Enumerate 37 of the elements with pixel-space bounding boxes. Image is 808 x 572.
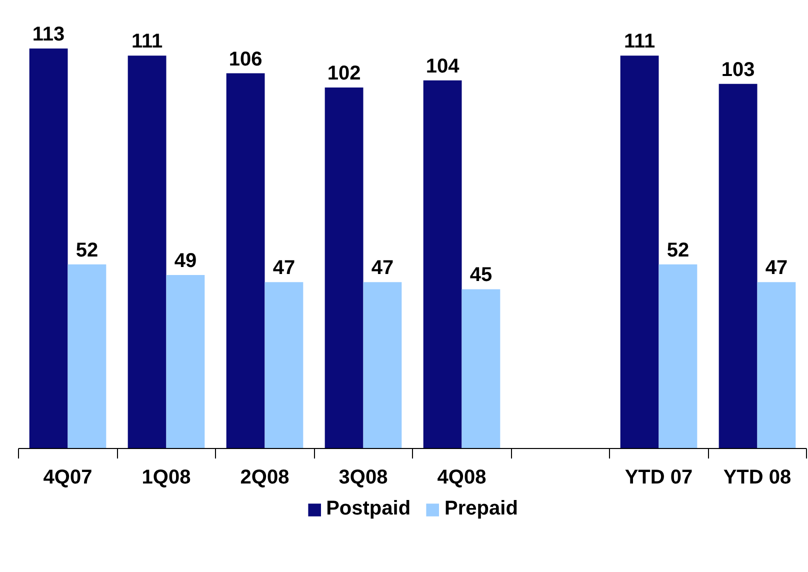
data-label: 52	[76, 239, 98, 262]
legend-label: Postpaid	[326, 498, 411, 520]
bar	[423, 80, 462, 448]
bar	[324, 87, 364, 448]
data-label: 45	[470, 264, 492, 286]
x-tick-label: 1Q08	[142, 466, 191, 488]
x-tick-label: 2Q08	[240, 466, 290, 488]
data-label: 47	[371, 257, 394, 280]
bar	[264, 282, 304, 448]
bar	[620, 56, 659, 448]
x-tick-label: 3Q08	[338, 466, 388, 488]
data-label: 102	[327, 62, 361, 84]
data-label: 113	[32, 24, 65, 46]
bar	[68, 264, 106, 448]
bar	[166, 275, 205, 448]
bar	[658, 264, 698, 448]
bar	[757, 282, 796, 448]
x-tick-label: YTD 08	[723, 466, 792, 488]
data-label: 47	[272, 257, 296, 280]
data-label: 111	[624, 30, 656, 53]
data-label: 52	[666, 239, 690, 262]
x-tick-label: YTD 07	[624, 466, 693, 488]
bar	[462, 289, 500, 448]
data-label: 111	[131, 30, 163, 53]
data-label: 103	[721, 58, 755, 81]
bar	[718, 84, 758, 448]
legend-label: Prepaid	[444, 498, 518, 520]
bar	[226, 73, 265, 448]
data-label: 106	[228, 48, 262, 70]
x-tick-label: 4Q07	[43, 466, 92, 488]
bar	[363, 282, 402, 448]
data-label: 47	[765, 257, 788, 280]
bar	[29, 48, 68, 448]
x-tick-label: 4Q08	[437, 466, 486, 488]
data-label: 49	[174, 250, 197, 272]
bar	[128, 56, 166, 448]
data-label: 104	[426, 55, 460, 78]
